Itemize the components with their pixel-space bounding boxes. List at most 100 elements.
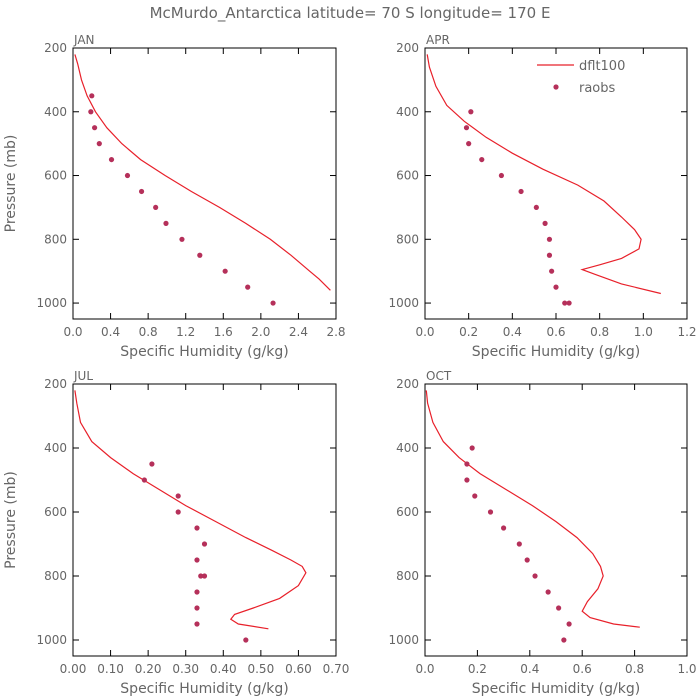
point-raobs-jul-12 (243, 637, 249, 643)
panel-apr: APR 200 400 600 800 1000 0.0 0.2 0.4 0.6 0.8 1.0 1.2… (388, 33, 696, 360)
panel-oct: OCT 200 400 600 800 1000 0.0 0.2 0.4 0.6 0.8 1.0 Spe… (388, 369, 696, 697)
y-tick-label-oct-4: 1000 (388, 633, 419, 647)
point-raobs-jul-6 (194, 557, 200, 563)
x-tick-label-apr-4: 0.8 (590, 325, 609, 339)
x-tick-label-apr-6: 1.2 (677, 325, 696, 339)
point-raobs-apr-3 (479, 156, 485, 163)
point-raobs-oct-3 (472, 493, 478, 499)
panel-label-jul: JUL (73, 369, 93, 383)
point-raobs-jul-5 (201, 541, 208, 547)
x-tick-label-jan-1: 0.4 (101, 325, 120, 339)
panel-jan: JAN 200 400 600 800 1000 0.0 0.4 0.8 1.2 1.6 2.0 2.4… (3, 33, 346, 360)
plot-frame-apr (424, 47, 688, 320)
point-raobs-jul-9 (194, 589, 200, 595)
y-tick-label-jul-2: 600 (44, 505, 67, 519)
x-tick-label-apr-2: 0.4 (503, 325, 522, 339)
point-raobs-jan-12 (245, 284, 251, 290)
legend: dflt100 raobs (537, 59, 625, 96)
y-tick-label-jan-3: 800 (44, 232, 67, 246)
x-tick-label-oct-3: 0.6 (573, 662, 592, 676)
x-tick-label-apr-3: 0.6 (546, 325, 565, 339)
y-tick-label-oct-3: 800 (396, 569, 419, 583)
series-line-dflt100-oct (425, 390, 640, 628)
point-raobs-oct-0 (469, 445, 475, 451)
point-raobs-jan-11 (222, 268, 228, 274)
x-tick-label-oct-1: 0.2 (468, 662, 487, 676)
y-tick-label-jul-1: 400 (44, 441, 67, 455)
x-tick-label-oct-4: 0.8 (625, 662, 644, 676)
x-tick-label-jan-6: 2.4 (289, 325, 308, 339)
point-raobs-jul-10 (194, 605, 200, 611)
y-tick-label-apr-4: 1000 (388, 296, 419, 310)
point-raobs-apr-1 (463, 125, 470, 131)
point-raobs-jan-5 (124, 172, 131, 179)
point-raobs-oct-10 (556, 605, 562, 611)
x-tick-label-jan-4: 1.6 (214, 325, 233, 339)
figure-title: McMurdo_Antarctica latitude= 70 S longit… (150, 4, 551, 23)
x-tick-label-jan-7: 2.8 (326, 325, 345, 339)
point-raobs-jan-1 (88, 109, 94, 115)
point-raobs-jan-8 (163, 220, 169, 226)
point-raobs-oct-8 (532, 573, 538, 579)
plot-frame-jul (72, 383, 337, 657)
x-tick-label-jan-0: 0.0 (63, 325, 82, 339)
plot-frame-oct (424, 383, 688, 657)
x-axis-label-apr: Specific Humidity (g/kg) (472, 344, 640, 360)
point-raobs-jan-4 (108, 156, 115, 163)
point-raobs-apr-7 (542, 220, 548, 226)
point-raobs-apr-10 (549, 268, 555, 274)
point-raobs-oct-12 (561, 637, 567, 643)
point-raobs-apr-11 (553, 284, 559, 290)
panel-jul: JUL 200 400 600 800 1000 0.00 0.10 0.20 0.30 0.40 0… (3, 369, 349, 697)
point-raobs-jan-3 (96, 141, 102, 147)
y-tick-label-oct-0: 200 (396, 377, 419, 391)
point-raobs-apr-5 (518, 188, 524, 195)
x-axis-label-jul: Specific Humidity (g/kg) (120, 681, 288, 697)
y-tick-label-jan-1: 400 (44, 105, 67, 119)
panel-label-apr: APR (426, 33, 450, 47)
x-tick-label-oct-5: 1.0 (677, 662, 696, 676)
point-raobs-apr-9 (546, 252, 553, 258)
y-tick-label-apr-1: 400 (396, 105, 419, 119)
y-tick-label-jul-3: 800 (44, 569, 67, 583)
point-raobs-jul-3 (175, 509, 181, 515)
y-tick-label-oct-1: 400 (396, 441, 419, 455)
point-raobs-jul-0 (149, 461, 155, 467)
point-raobs-apr-13 (566, 300, 572, 306)
point-raobs-oct-1 (464, 461, 470, 467)
legend-label-model: dflt100 (579, 59, 625, 74)
x-tick-label-oct-0: 0.0 (415, 662, 434, 676)
x-tick-label-jul-5: 0.50 (247, 662, 274, 676)
point-raobs-jan-7 (153, 204, 159, 211)
point-raobs-oct-7 (524, 557, 530, 563)
point-raobs-jul-4 (194, 525, 200, 531)
series-line-dflt100-jul (74, 390, 307, 630)
point-raobs-oct-6 (516, 541, 522, 547)
point-raobs-jan-10 (197, 252, 203, 258)
point-raobs-apr-2 (466, 141, 472, 147)
panel-label-oct: OCT (426, 369, 452, 383)
point-raobs-jul-7 (201, 573, 208, 579)
plot-frame-jan (72, 47, 337, 320)
x-tick-label-jul-2: 0.20 (135, 662, 162, 676)
x-tick-label-jul-0: 0.00 (60, 662, 87, 676)
point-raobs-jul-1 (141, 477, 147, 483)
y-axis-label-jan: Pressure (mb) (3, 135, 19, 233)
y-tick-label-jan-4: 1000 (36, 296, 67, 310)
point-raobs-jul-11 (194, 621, 200, 627)
point-raobs-jul-2 (175, 493, 181, 499)
point-raobs-jul-8 (198, 573, 204, 579)
y-tick-label-apr-2: 600 (396, 169, 419, 183)
panels: JAN 200 400 600 800 1000 0.0 0.4 0.8 1.2 1.6 2.0 2.4… (3, 33, 697, 697)
x-tick-label-jul-7: 0.70 (323, 662, 350, 676)
series-line-dflt100-jan (74, 54, 331, 291)
point-raobs-oct-5 (501, 525, 507, 531)
legend-point-swatch (553, 84, 559, 90)
point-raobs-oct-11 (566, 621, 572, 627)
y-tick-label-jul-4: 1000 (36, 633, 67, 647)
x-tick-label-jul-1: 0.10 (97, 662, 124, 676)
point-raobs-apr-4 (498, 172, 505, 179)
y-tick-label-apr-0: 200 (396, 41, 419, 55)
point-raobs-oct-2 (464, 477, 470, 483)
